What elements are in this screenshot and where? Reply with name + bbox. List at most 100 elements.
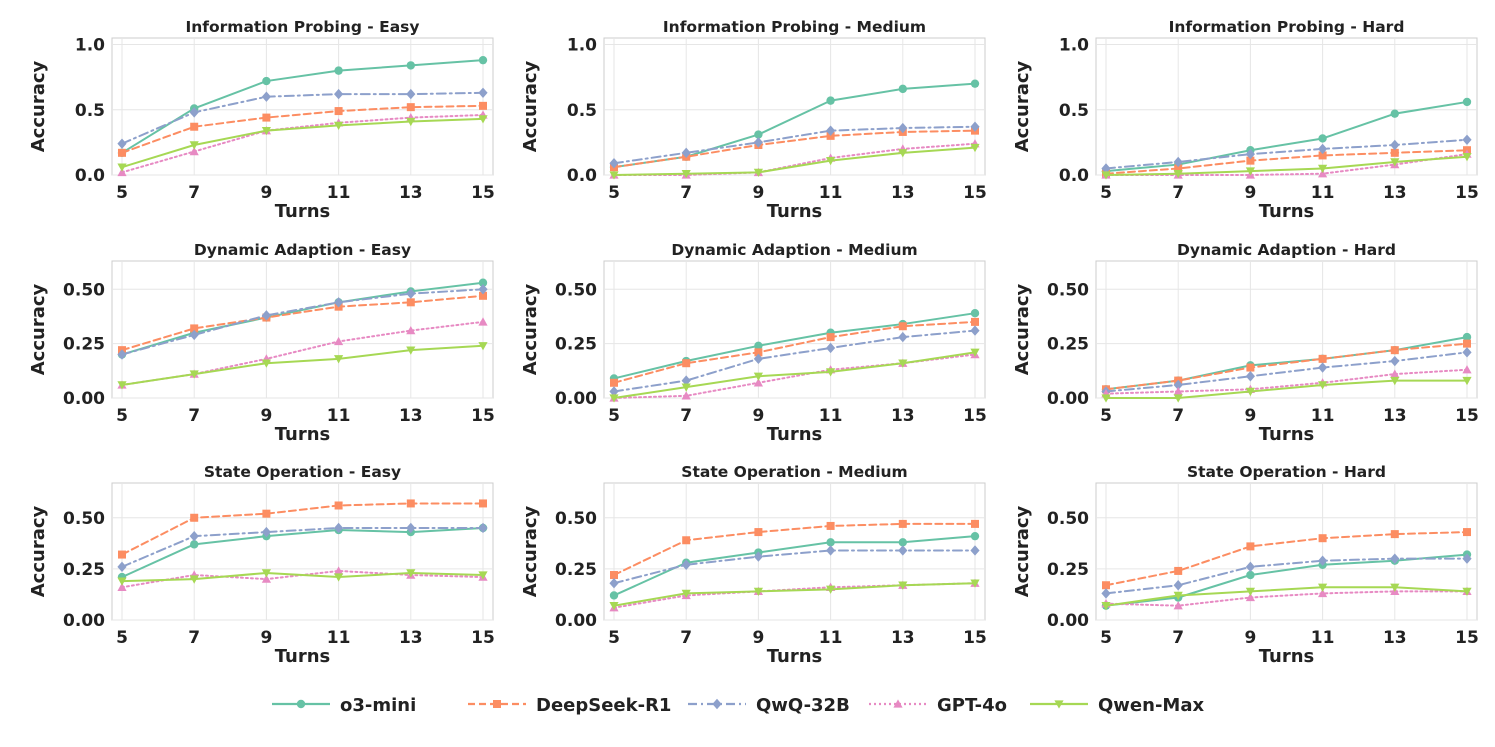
series-line	[1105, 149, 1468, 175]
data-point	[1462, 332, 1472, 342]
data-point	[826, 368, 836, 377]
data-point	[189, 329, 199, 341]
plot-area	[603, 37, 986, 176]
x-axis-label: Turns	[1259, 646, 1315, 667]
data-point	[1463, 339, 1471, 348]
series-qwen-max	[609, 579, 980, 611]
data-point	[261, 574, 271, 583]
data-point	[117, 349, 127, 360]
x-tick-label: 13	[399, 628, 423, 648]
data-point	[262, 76, 271, 86]
data-point	[754, 348, 763, 357]
series-qwq-32b	[117, 522, 488, 573]
data-point	[681, 375, 691, 386]
data-point	[406, 522, 416, 534]
x-tick-label: 13	[399, 406, 423, 426]
data-point	[1390, 158, 1400, 167]
x-tick-label: 7	[1172, 406, 1184, 426]
y-tick-label: 0.25	[63, 335, 105, 355]
series-qwen-max	[1101, 583, 1472, 611]
series-qwq-32b	[117, 87, 488, 149]
x-tick-label: 13	[399, 183, 423, 203]
data-point	[898, 519, 907, 528]
data-point	[478, 571, 488, 580]
data-point	[1390, 530, 1399, 539]
data-point	[479, 101, 487, 110]
data-point	[117, 577, 127, 586]
x-tick-label: 11	[1311, 628, 1335, 648]
x-tick-label: 11	[327, 628, 351, 648]
data-point	[754, 130, 763, 139]
data-point	[190, 122, 199, 131]
series-line	[613, 312, 976, 380]
series-qwq-32b	[609, 545, 980, 589]
y-axis-label: Accuracy	[520, 60, 541, 152]
series-line	[613, 142, 976, 176]
data-point	[970, 121, 980, 132]
y-tick-label: 0.5	[567, 101, 597, 121]
data-point	[117, 138, 127, 149]
series-qwen-max	[609, 143, 980, 180]
data-point	[1462, 376, 1472, 386]
series-line	[1105, 586, 1468, 607]
data-point	[971, 317, 979, 326]
y-tick-label: 0.25	[1047, 560, 1089, 580]
data-point	[1318, 588, 1328, 598]
data-point	[118, 550, 126, 559]
data-point	[610, 378, 618, 387]
data-point	[1390, 148, 1399, 157]
data-point	[682, 536, 691, 545]
data-point	[117, 163, 127, 172]
legend-item-deepseek-r1: DeepSeek-R1	[468, 695, 671, 716]
legend-marker	[712, 698, 722, 710]
series-qwq-32b	[117, 284, 488, 360]
chart-panel-state-operation-easy: 5 7 9 11 13 15 0.00 0.25 0.50 State Operation - E…	[28, 463, 495, 667]
data-point	[1101, 163, 1111, 174]
data-point	[1246, 363, 1255, 372]
data-point	[406, 61, 415, 70]
data-point	[971, 519, 979, 528]
data-point	[1173, 394, 1183, 403]
data-point	[681, 383, 691, 392]
panel-title: Dynamic Adaption - Easy	[194, 241, 411, 259]
series-line	[121, 59, 484, 154]
data-point	[681, 559, 691, 570]
data-point	[826, 333, 835, 342]
y-tick-label: 0.0	[1059, 166, 1089, 186]
x-tick-label: 5	[608, 628, 620, 648]
data-point	[1246, 542, 1255, 551]
data-point	[898, 581, 908, 590]
series-line	[613, 129, 976, 169]
series-line	[1105, 351, 1468, 393]
x-tick-label: 5	[116, 406, 128, 426]
series-line	[121, 344, 484, 386]
data-point	[753, 353, 763, 365]
series-line	[613, 549, 976, 585]
data-point	[609, 602, 619, 611]
x-tick-label: 11	[819, 183, 843, 203]
series-line	[121, 526, 484, 568]
series-deepseek-r1	[610, 317, 979, 387]
data-point	[406, 288, 416, 299]
legend-marker	[296, 699, 306, 709]
panel-title: State Operation - Hard	[1187, 463, 1386, 481]
data-point	[406, 569, 416, 578]
data-point	[1462, 553, 1472, 564]
data-point	[334, 355, 344, 364]
series-line	[1105, 138, 1468, 170]
data-point	[1318, 164, 1328, 174]
legend-marker	[493, 700, 501, 708]
y-tick-label: 0.5	[1059, 101, 1089, 121]
y-axis-label: Accuracy	[28, 60, 49, 152]
x-tick-label: 9	[1244, 183, 1256, 203]
data-point	[681, 147, 691, 159]
data-point	[1318, 354, 1327, 363]
series-line	[613, 329, 976, 393]
data-point	[189, 530, 199, 542]
x-tick-label: 9	[260, 628, 272, 648]
y-axis-label: Accuracy	[1012, 60, 1033, 152]
data-point	[826, 585, 836, 594]
legend-label: GPT-4o	[937, 695, 1007, 716]
data-point	[753, 587, 763, 596]
x-tick-label: 13	[1383, 406, 1407, 426]
